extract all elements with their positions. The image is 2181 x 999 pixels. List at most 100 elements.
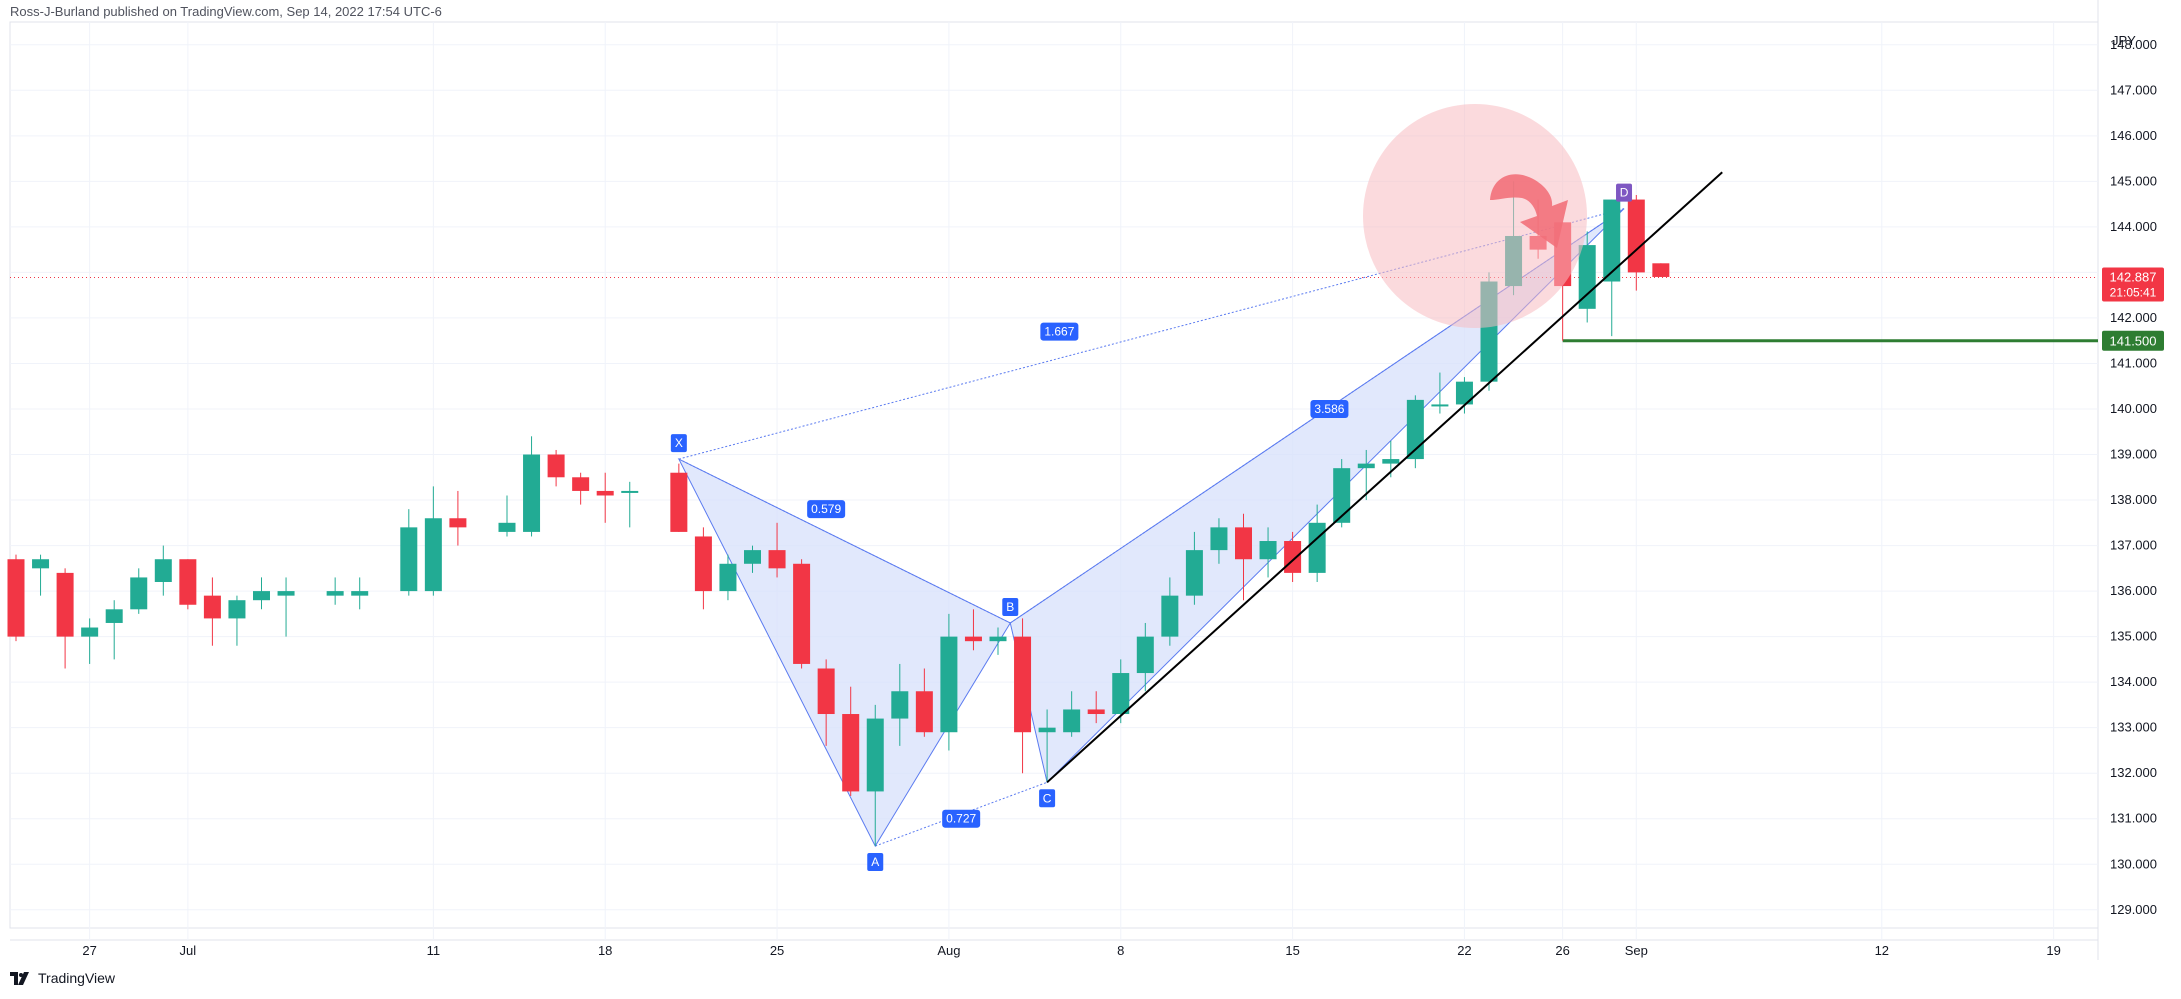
x-tick-label: 15 — [1285, 943, 1299, 958]
candle — [596, 472, 614, 523]
candle-body — [842, 714, 860, 792]
candle — [572, 472, 590, 505]
pattern-point-box — [1039, 789, 1056, 808]
candle-body — [1063, 709, 1081, 733]
candle-body — [1333, 468, 1351, 523]
tradingview-logo-icon — [10, 971, 32, 985]
pattern-point-box — [670, 434, 687, 453]
candle-body — [253, 591, 270, 601]
pattern-point-label: A — [871, 855, 879, 869]
x-tick-label: 22 — [1457, 943, 1471, 958]
y-tick-label: 135.000 — [2110, 629, 2157, 644]
y-tick-label: 144.000 — [2110, 219, 2157, 234]
candle — [203, 577, 221, 646]
candle — [1455, 377, 1473, 414]
candle-body — [1038, 727, 1056, 733]
x-tick-label: 25 — [770, 943, 784, 958]
candle-body — [1603, 199, 1621, 282]
candle — [1578, 231, 1596, 323]
candle-body — [964, 636, 982, 642]
ratio-label: 0.579 — [807, 500, 846, 519]
candle — [81, 618, 99, 664]
candle — [1652, 263, 1670, 277]
candle-body — [351, 591, 369, 596]
candle-body — [1185, 550, 1203, 596]
pattern-point-label: X — [675, 436, 683, 450]
candle-body — [915, 691, 933, 733]
y-tick-label: 148.000 — [2110, 37, 2157, 52]
x-tick-label: 8 — [1117, 943, 1124, 958]
candle — [228, 595, 246, 646]
pattern-point-box — [867, 853, 884, 872]
candle — [866, 704, 884, 847]
y-tick-label: 146.000 — [2110, 128, 2157, 143]
y-tick-label: 131.000 — [2110, 811, 2157, 826]
current-price-label: 142.887 — [2110, 270, 2157, 285]
candle-body — [400, 527, 418, 592]
candle — [1038, 709, 1056, 783]
candle-body — [817, 668, 835, 715]
pattern-point-label: C — [1043, 791, 1052, 805]
candle-body — [1406, 399, 1424, 460]
candle-body — [694, 536, 712, 592]
current-tag-box — [2102, 267, 2164, 302]
candle-body — [1259, 541, 1277, 560]
candle — [1603, 199, 1621, 337]
candle — [449, 490, 467, 546]
candle-body — [130, 577, 148, 610]
pattern-point-label: B — [1006, 600, 1014, 614]
candle — [621, 481, 639, 528]
candle — [1185, 531, 1203, 605]
candle — [154, 545, 172, 596]
candle-body — [7, 559, 25, 637]
candle-body — [105, 609, 123, 623]
ratio-label-text: 3.586 — [1314, 402, 1344, 416]
candle-body — [56, 572, 74, 637]
pattern-ratio-line — [678, 208, 1625, 460]
candle-body — [1308, 522, 1326, 573]
candle — [1235, 513, 1252, 601]
candle-body — [940, 636, 958, 733]
candle-body — [1382, 459, 1400, 464]
candle-body — [719, 563, 737, 592]
candle — [1431, 372, 1449, 414]
candle — [1136, 622, 1154, 692]
candle-body — [1431, 404, 1449, 407]
candle-body — [989, 636, 1007, 642]
x-tick-label: Sep — [1625, 943, 1648, 958]
x-tick-label: 11 — [427, 943, 441, 958]
ratio-label-text: 0.579 — [811, 502, 841, 516]
publisher-header: Ross-J-Burland published on TradingView.… — [10, 4, 442, 19]
candle — [277, 577, 295, 637]
candle-body — [32, 559, 50, 569]
ratio-label: 0.727 — [942, 809, 981, 828]
candle — [1063, 691, 1081, 737]
pattern-ratio-line — [678, 458, 1011, 624]
candle-body — [866, 718, 884, 792]
candle — [744, 545, 761, 573]
y-tick-label: 133.000 — [2110, 720, 2157, 735]
candle — [400, 509, 418, 596]
candle-body — [793, 563, 811, 664]
candle-body — [81, 627, 99, 637]
candle — [498, 495, 516, 537]
currency-label: JPY — [2112, 33, 2136, 48]
candle-body — [1161, 595, 1179, 637]
ratio-label-box — [1040, 322, 1079, 341]
candle — [694, 527, 712, 610]
ratio-label-box — [807, 500, 846, 519]
y-tick-label: 132.000 — [2110, 765, 2157, 780]
candle — [940, 613, 958, 751]
support-price-tag: 141.500 — [2102, 330, 2164, 351]
candle-body — [1087, 709, 1105, 715]
x-tick-label: Jul — [180, 943, 197, 958]
tradingview-brand: TradingView — [38, 970, 116, 986]
y-tick-label: 141.000 — [2110, 355, 2157, 370]
candle — [547, 449, 565, 487]
candle-body — [1014, 636, 1032, 733]
candle-body — [179, 559, 197, 605]
y-tick-label: 140.000 — [2110, 401, 2157, 416]
candle — [179, 559, 197, 610]
